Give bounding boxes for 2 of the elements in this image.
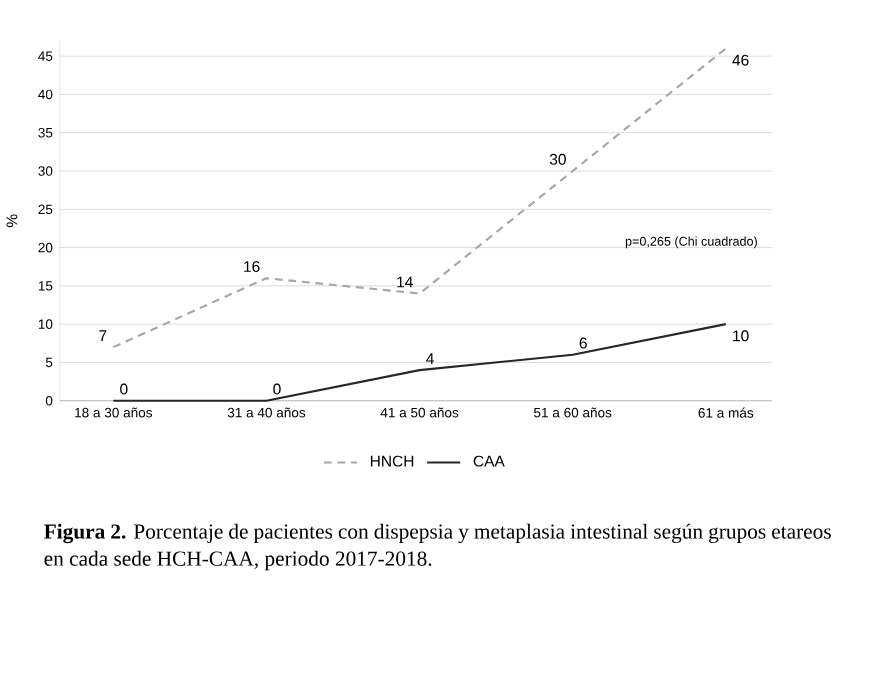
line-series [112, 323, 727, 403]
text: Figura 2. Porcentaje de pacientes con dispepsia y metaplasia intestinal según grupos etareos en cada sede HCH-CAA, periodo 2017-2018. [44, 524, 831, 571]
